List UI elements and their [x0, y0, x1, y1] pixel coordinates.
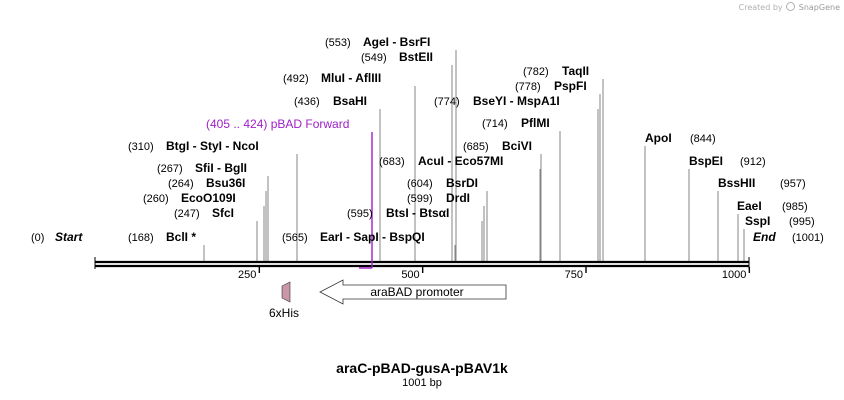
- site-name-bsrdi[interactable]: BsrDI: [446, 176, 478, 190]
- site-position-bsahi: (436): [294, 96, 320, 108]
- site-name-ecoo109i[interactable]: EcoO109I: [181, 191, 236, 205]
- ruler-label-1000: 1000: [722, 269, 746, 281]
- plasmid-name: araC-pBAD-gusA-pBAV1k: [336, 360, 508, 376]
- site-name-drdi[interactable]: DrdI: [446, 191, 470, 205]
- site-name-bcli[interactable]: BclI *: [166, 230, 196, 244]
- site-name-acui-eco57mi[interactable]: AcuI - Eco57MI: [418, 154, 503, 168]
- site-position-bcivi: (685): [463, 141, 489, 153]
- site-position-ecoo109i: (260): [143, 193, 169, 205]
- site-position-bspei: (912): [740, 156, 766, 168]
- site-position-agei-bsrfi: (553): [325, 37, 351, 49]
- primer-pbad-forward[interactable]: (405 .. 424) pBAD Forward: [206, 117, 373, 269]
- his-tag-arrow[interactable]: [281, 281, 291, 303]
- site-position-pflmi: (714): [482, 118, 508, 130]
- dna-backbone: [94, 257, 750, 269]
- site-name-taqii[interactable]: TaqII: [562, 64, 589, 78]
- site-position-mlui-afliii: (492): [283, 73, 309, 85]
- credit-brand: SnapGene: [798, 3, 840, 12]
- site-position-sfci: (247): [174, 208, 200, 220]
- ruler-label-500: 500: [401, 269, 419, 281]
- ruler: 250 500 750 1000: [238, 267, 751, 281]
- site-position-eaei: (985): [782, 201, 808, 213]
- site-position-btgi-styi-ncoi: (310): [128, 141, 154, 153]
- site-position-taqii: (782): [523, 66, 549, 78]
- credit-prefix: Created by: [738, 3, 783, 12]
- site-position-bsrdi: (604): [407, 178, 433, 190]
- site-position-btsi-bts-i: (595): [347, 208, 373, 220]
- site-name-btsi-bts-i[interactable]: BtsI - BtsαI: [386, 206, 449, 220]
- site-position-pspfi: (778): [515, 81, 541, 93]
- site-name-bsu36i[interactable]: Bsu36I: [206, 176, 245, 190]
- site-name-btgi-styi-ncoi[interactable]: BtgI - StyI - NcoI: [166, 139, 259, 153]
- promoter-arrow[interactable]: [319, 279, 507, 305]
- primer-label: (405 .. 424) pBAD Forward: [206, 117, 349, 131]
- site-name-end[interactable]: End: [753, 230, 776, 244]
- site-name-eaei[interactable]: EaeI: [737, 199, 762, 213]
- site-name-eari-sapi-bspqi[interactable]: EarI - SapI - BspQI: [320, 230, 425, 244]
- site-name-bsshii[interactable]: BssHII: [718, 176, 755, 190]
- site-position-sfii-bgli: (267): [157, 163, 183, 175]
- site-name-bsahi[interactable]: BsaHI: [333, 94, 367, 108]
- plasmid-length: 1001 bp: [402, 377, 442, 389]
- site-name-pflmi[interactable]: PflMI: [521, 116, 550, 130]
- site-position-bseyi-mspa1i: (774): [434, 96, 460, 108]
- ruler-label-750: 750: [565, 269, 583, 281]
- site-name-bcivi[interactable]: BciVI: [502, 139, 532, 153]
- site-position-drdi: (599): [407, 193, 433, 205]
- site-position-bcli: (168): [128, 232, 154, 244]
- site-position-start: (0): [31, 232, 44, 244]
- promoter-label: araBAD promoter: [370, 285, 463, 299]
- site-position-end: (1001): [792, 232, 824, 244]
- site-name-bsteii[interactable]: BstEII: [399, 50, 433, 64]
- site-position-bsteii: (549): [361, 52, 387, 64]
- site-position-eari-sapi-bspqi: (565): [282, 232, 308, 244]
- site-position-apoi: (844): [690, 133, 716, 145]
- site-name-start[interactable]: Start: [55, 230, 83, 244]
- site-leader-lines: [203, 50, 745, 261]
- features: 6xHis araBAD promoter: [269, 279, 507, 320]
- site-name-sfii-bgli[interactable]: SfiI - BglI: [195, 161, 247, 175]
- site-name-apoi[interactable]: ApoI: [645, 131, 672, 145]
- site-name-sspi[interactable]: SspI: [745, 214, 770, 228]
- site-name-bseyi-mspa1i[interactable]: BseYI - MspA1I: [473, 94, 560, 108]
- site-position-bsu36i: (264): [168, 178, 194, 190]
- site-name-agei-bsrfi[interactable]: AgeI - BsrFI: [363, 35, 430, 49]
- his-tag-label: 6xHis: [269, 306, 299, 320]
- ruler-label-250: 250: [238, 269, 256, 281]
- snapgene-logo-icon: [786, 2, 796, 11]
- site-position-bsshii: (957): [780, 178, 806, 190]
- site-name-sfci[interactable]: SfcI: [212, 206, 234, 220]
- site-name-mlui-afliii[interactable]: MluI - AflIII: [321, 71, 381, 85]
- site-name-pspfi[interactable]: PspFI: [554, 79, 587, 93]
- site-labels: (0) Start (168) BclI * (247) SfcI (260) EcoO109…: [31, 35, 824, 244]
- site-position-sspi: (995): [789, 216, 815, 228]
- site-name-bspei[interactable]: BspEI: [689, 154, 723, 168]
- snapgene-credit: Created by SnapGene: [739, 2, 840, 12]
- site-position-acui-eco57mi: (683): [379, 156, 405, 168]
